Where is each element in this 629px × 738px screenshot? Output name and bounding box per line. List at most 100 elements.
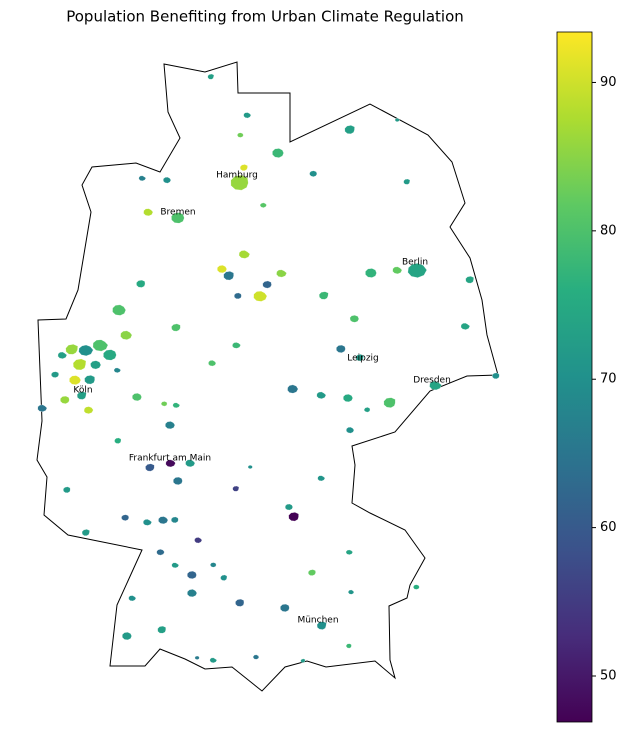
urban-area bbox=[343, 394, 353, 403]
urban-area bbox=[187, 570, 197, 579]
urban-area bbox=[232, 485, 240, 492]
urban-area bbox=[365, 268, 377, 278]
city-label: Bremen bbox=[160, 208, 195, 218]
urban-area bbox=[158, 516, 169, 525]
urban-area bbox=[84, 375, 95, 385]
urban-area bbox=[344, 125, 355, 135]
urban-area bbox=[132, 393, 142, 402]
urban-area bbox=[78, 344, 94, 357]
urban-area bbox=[220, 574, 228, 581]
urban-area bbox=[492, 372, 500, 380]
urban-area bbox=[230, 174, 249, 191]
urban-area bbox=[121, 514, 130, 521]
urban-area bbox=[316, 391, 327, 399]
urban-area bbox=[171, 516, 179, 524]
colorbar-ticks: 50 60 70 80 90 bbox=[592, 75, 617, 684]
city-label: Dresden bbox=[413, 376, 451, 386]
urban-area bbox=[316, 621, 327, 630]
urban-area bbox=[143, 519, 152, 526]
colorbar-tick-label: 50 bbox=[600, 669, 617, 684]
colorbar-tick-label: 80 bbox=[600, 223, 617, 238]
urban-area bbox=[69, 375, 81, 385]
urban-area bbox=[210, 562, 217, 568]
country-outline bbox=[36, 61, 499, 692]
urban-area bbox=[194, 537, 203, 544]
urban-area bbox=[460, 322, 471, 330]
urban-area bbox=[272, 148, 284, 158]
urban-area bbox=[288, 512, 299, 522]
urban-area bbox=[156, 549, 165, 556]
urban-area bbox=[383, 397, 396, 408]
urban-area bbox=[285, 503, 293, 511]
urban-area bbox=[37, 404, 48, 412]
urban-area bbox=[345, 549, 353, 555]
urban-area bbox=[185, 459, 196, 468]
urban-area bbox=[157, 625, 166, 634]
urban-area bbox=[187, 589, 198, 598]
urban-area bbox=[238, 250, 251, 259]
urban-area bbox=[122, 632, 132, 641]
urban-area bbox=[429, 381, 442, 391]
urban-area bbox=[83, 406, 94, 414]
urban-area bbox=[90, 360, 102, 370]
urban-area bbox=[165, 459, 176, 468]
colorbar-tick-label: 90 bbox=[600, 75, 617, 90]
urban-area bbox=[72, 358, 87, 371]
urban-area bbox=[51, 371, 59, 378]
city-label: Hamburg bbox=[216, 171, 258, 181]
urban-area bbox=[234, 292, 242, 300]
urban-area bbox=[112, 304, 126, 316]
urban-area bbox=[403, 178, 411, 185]
urban-area bbox=[253, 654, 260, 660]
urban-area bbox=[348, 589, 355, 595]
urban-area bbox=[113, 367, 121, 373]
urban-area bbox=[165, 421, 176, 430]
urban-area bbox=[163, 176, 172, 184]
urban-area bbox=[237, 132, 244, 138]
urban-area bbox=[317, 475, 326, 482]
urban-area bbox=[276, 269, 287, 278]
urban-area bbox=[394, 118, 400, 122]
urban-area bbox=[114, 437, 122, 444]
urban-area bbox=[392, 266, 403, 275]
urban-area bbox=[92, 339, 109, 352]
urban-area bbox=[63, 486, 71, 494]
urban-area bbox=[247, 465, 253, 469]
urban-area bbox=[336, 344, 346, 353]
urban-area bbox=[355, 354, 364, 362]
urban-area bbox=[318, 291, 329, 300]
urban-area bbox=[60, 395, 70, 404]
urban-area bbox=[223, 271, 234, 281]
urban-area bbox=[243, 112, 252, 119]
urban-area bbox=[235, 598, 245, 607]
city-label: Berlin bbox=[402, 258, 428, 268]
urban-area bbox=[171, 562, 180, 569]
urban-area bbox=[65, 344, 78, 355]
urban-area bbox=[173, 476, 183, 485]
urban-area bbox=[208, 360, 217, 367]
urban-area bbox=[81, 529, 90, 536]
urban-area bbox=[407, 263, 427, 278]
urban-area bbox=[232, 342, 241, 349]
urban-area bbox=[120, 330, 133, 340]
urban-area bbox=[145, 463, 155, 472]
urban-area bbox=[259, 202, 267, 208]
urban-area bbox=[103, 349, 117, 361]
urban-area bbox=[300, 658, 306, 663]
urban-area bbox=[309, 170, 318, 177]
urban-area bbox=[143, 208, 154, 217]
colorbar-tick-label: 70 bbox=[600, 372, 617, 387]
urban-area bbox=[194, 655, 200, 660]
urban-area bbox=[346, 643, 352, 649]
title: Population Benefiting from Urban Climate… bbox=[66, 8, 464, 26]
urban-area bbox=[128, 595, 137, 602]
colorbar bbox=[556, 31, 593, 723]
urban-area bbox=[364, 407, 371, 413]
urban-area bbox=[217, 265, 227, 274]
urban-area bbox=[171, 212, 185, 224]
urban-areas bbox=[37, 73, 500, 664]
urban-area bbox=[57, 351, 68, 359]
urban-area bbox=[138, 175, 147, 182]
urban-area bbox=[287, 384, 299, 394]
